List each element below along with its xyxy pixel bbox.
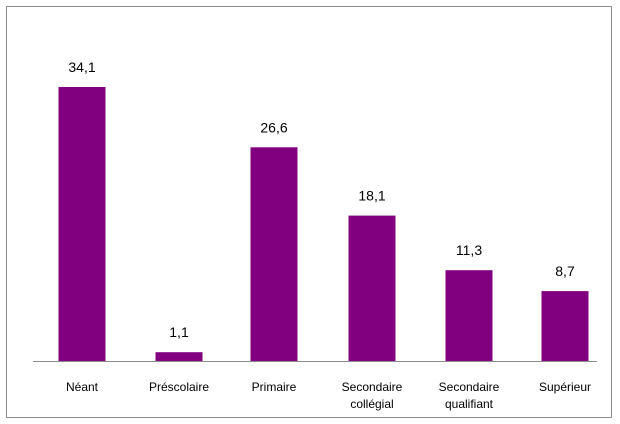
x-tick-label-1-0: Préscolaire bbox=[149, 380, 209, 394]
bar-2 bbox=[250, 147, 298, 361]
x-tick-label-3-1: collégial bbox=[350, 397, 393, 411]
x-tick-label-4-0: Secondaire bbox=[439, 380, 500, 394]
x-tick-label-4-1: qualifiant bbox=[445, 397, 494, 411]
data-label-1: 1,1 bbox=[169, 324, 189, 340]
chart-frame bbox=[6, 6, 612, 418]
bar-4 bbox=[445, 270, 493, 361]
data-label-0: 34,1 bbox=[68, 59, 95, 75]
x-tick-label-2-0: Primaire bbox=[252, 380, 297, 394]
x-tick-label-3-0: Secondaire bbox=[342, 380, 403, 394]
data-label-5: 8,7 bbox=[555, 263, 575, 279]
data-label-2: 26,6 bbox=[260, 119, 287, 135]
data-label-3: 18,1 bbox=[358, 188, 385, 204]
x-tick-label-0-0: Néant bbox=[66, 380, 99, 394]
x-tick-label-5-0: Supérieur bbox=[539, 380, 591, 394]
bar-5 bbox=[541, 291, 589, 361]
bar-3 bbox=[348, 215, 396, 361]
bar-1 bbox=[155, 352, 203, 361]
data-label-4: 11,3 bbox=[456, 242, 482, 258]
bar-0 bbox=[58, 87, 106, 361]
